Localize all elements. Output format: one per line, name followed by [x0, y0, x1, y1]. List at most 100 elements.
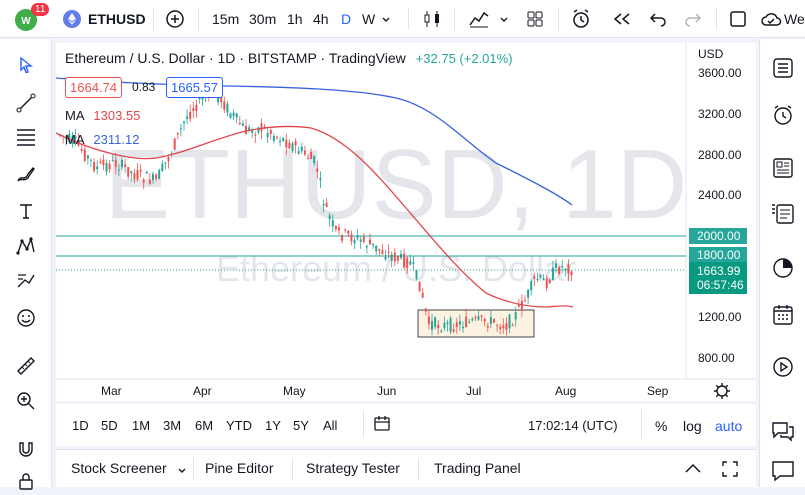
compare-add-icon[interactable]: [164, 0, 186, 38]
help-icon[interactable]: [768, 455, 798, 485]
text-icon[interactable]: [12, 197, 40, 225]
data-window-icon[interactable]: [768, 153, 798, 183]
range-5y[interactable]: 5Y: [293, 418, 309, 433]
calendar-icon[interactable]: [768, 300, 798, 330]
prediction-icon[interactable]: [12, 267, 40, 295]
fib-icon[interactable]: [12, 123, 40, 151]
collapse-panel-chevron-icon[interactable]: [684, 461, 702, 478]
chat-icon[interactable]: [768, 416, 798, 446]
candle-body: [111, 160, 114, 162]
candle-body: [102, 159, 105, 165]
auto-toggle[interactable]: auto: [715, 418, 743, 434]
date-range-calendar-icon[interactable]: [373, 415, 393, 436]
candle-body: [527, 289, 530, 298]
interval-1h[interactable]: 1h: [287, 11, 303, 27]
candles-icon[interactable]: [422, 0, 442, 38]
maximize-panel-icon[interactable]: [721, 460, 739, 481]
candle-body: [372, 243, 375, 246]
indicators-icon[interactable]: [468, 0, 490, 38]
indicators-dropdown-icon[interactable]: [498, 0, 510, 38]
candle-body: [272, 135, 275, 141]
replay-icon[interactable]: [611, 0, 633, 38]
interval-w[interactable]: W: [362, 11, 376, 27]
hotlists-speed-icon[interactable]: [768, 253, 798, 283]
percent-toggle[interactable]: %: [655, 418, 668, 434]
log-toggle[interactable]: log: [683, 418, 702, 434]
range-1m[interactable]: 1M: [132, 418, 151, 433]
user-avatar[interactable]: W: [12, 0, 42, 38]
ma-slow-value: 2311.12: [93, 132, 140, 147]
alerts-clock-icon[interactable]: [768, 100, 798, 130]
candle-body: [288, 142, 291, 149]
range-3m[interactable]: 3M: [163, 418, 182, 433]
tab-trading-panel[interactable]: Trading Panel: [434, 460, 521, 476]
range-5d[interactable]: 5D: [101, 418, 118, 433]
price-tick-2800: 2800.00: [698, 148, 742, 162]
range-ytd[interactable]: YTD: [226, 418, 252, 433]
interval-30m[interactable]: 30m: [249, 11, 277, 27]
candle-body: [471, 318, 474, 321]
chart-settings-gear-icon[interactable]: [714, 383, 730, 399]
candle-body: [365, 246, 368, 248]
candle-body: [124, 164, 127, 167]
eth-icon: [62, 0, 82, 38]
candle-body: [533, 276, 536, 279]
alert-clock-icon[interactable]: [570, 0, 592, 38]
candle-body: [477, 316, 480, 320]
candle-body: [338, 227, 340, 231]
symbol-search[interactable]: ETHUSD: [88, 11, 146, 27]
buy-price-box[interactable]: 1665.57: [166, 77, 223, 98]
trend-line-icon[interactable]: [12, 89, 40, 117]
candle-body: [359, 239, 362, 242]
chart-pane[interactable]: ETHUSD, 1D Ethereum / U.S. Dollar USD 36…: [56, 43, 756, 401]
zoom-in-icon[interactable]: [12, 387, 40, 415]
brush-icon[interactable]: [12, 161, 40, 189]
tab-stock-screener[interactable]: Stock Screener: [71, 460, 167, 476]
price-tick-2400: 2400.00: [698, 188, 742, 202]
range-1y[interactable]: 1Y: [265, 418, 281, 433]
interval-4h[interactable]: 4h: [313, 11, 329, 27]
ma-slow-legend[interactable]: MA 2311.12: [65, 132, 139, 147]
candle-body: [161, 163, 164, 171]
magnet-icon[interactable]: [12, 435, 40, 463]
ma-slow-line[interactable]: [56, 77, 573, 206]
stock-screener-dropdown-icon[interactable]: [176, 463, 188, 479]
ma-fast-line[interactable]: [56, 125, 574, 308]
tab-strategy-tester[interactable]: Strategy Tester: [306, 460, 400, 476]
layout-grid-icon[interactable]: [525, 0, 545, 38]
fullscreen-box-icon[interactable]: [728, 0, 748, 38]
candle-body: [334, 225, 337, 230]
pattern-icon[interactable]: [12, 232, 40, 260]
cloud-check-icon[interactable]: [760, 0, 782, 38]
save-layout-label[interactable]: We: [784, 11, 805, 27]
watchlist-icon[interactable]: [768, 53, 798, 83]
currency-label[interactable]: USD: [698, 47, 724, 61]
candle-body: [133, 173, 136, 180]
news-ideas-icon[interactable]: [768, 199, 798, 229]
price-tick-3600: 3600.00: [698, 66, 742, 80]
lock-icon[interactable]: [12, 467, 40, 495]
candle-body: [489, 317, 492, 324]
interval-dropdown-icon[interactable]: [380, 0, 392, 38]
candle-body: [440, 330, 443, 332]
cursor-icon[interactable]: [12, 51, 40, 79]
streams-icon[interactable]: [768, 352, 798, 382]
price-chart[interactable]: ETHUSD, 1D Ethereum / U.S. Dollar USD 36…: [56, 43, 756, 401]
tab-pine-editor[interactable]: Pine Editor: [205, 460, 274, 476]
spread-value: 0.83: [132, 80, 156, 94]
range-all[interactable]: All: [323, 418, 338, 433]
undo-icon[interactable]: [647, 0, 669, 38]
emoji-icon[interactable]: [12, 304, 40, 332]
ruler-icon[interactable]: [12, 352, 40, 380]
sell-price-box[interactable]: 1664.74: [65, 77, 122, 98]
interval-d[interactable]: D: [341, 11, 352, 27]
ma-fast-legend[interactable]: MA 1303.55: [65, 108, 140, 123]
candle-body: [152, 173, 154, 181]
utc-clock[interactable]: 17:02:14 (UTC): [528, 418, 618, 433]
range-1d[interactable]: 1D: [72, 418, 89, 433]
candle-body: [285, 139, 288, 148]
interval-15m[interactable]: 15m: [212, 11, 240, 27]
range-6m[interactable]: 6M: [195, 418, 214, 433]
candle-body: [220, 95, 223, 103]
consolidation-box[interactable]: [417, 309, 535, 338]
